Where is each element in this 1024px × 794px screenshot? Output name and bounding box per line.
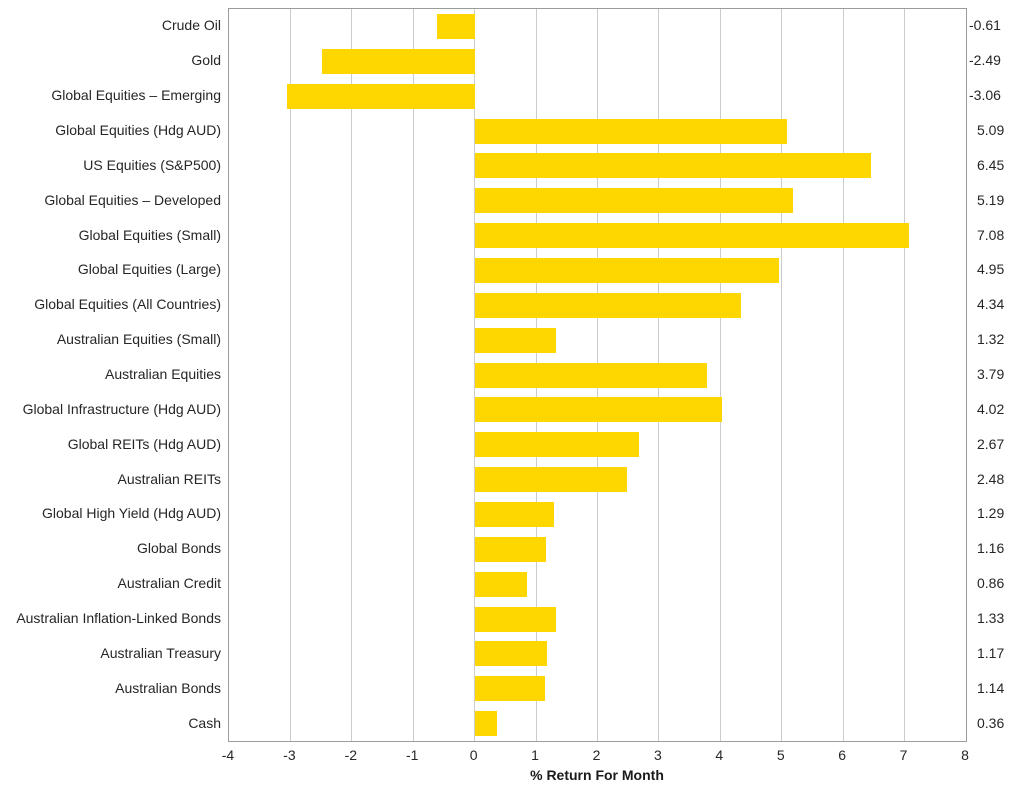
bar [474,362,708,388]
x-tick-label: 7 [899,747,908,763]
bar [474,188,794,214]
category-label: Australian Inflation-Linked Bonds [16,610,221,626]
bar [474,676,545,702]
value-label: 7.08 [977,226,1005,243]
category-label: Global Equities – Developed [44,191,221,208]
bar [437,13,475,39]
bar [474,397,722,423]
value-label: 1.29 [977,505,1005,522]
value-label: 2.48 [977,470,1005,487]
bar [474,501,554,527]
bar [474,606,557,632]
category-label: Global Equities (Large) [77,261,221,278]
bar [474,118,788,144]
category-label: Crude Oil [161,17,221,34]
bar [474,327,556,353]
gridline [904,9,906,741]
category-label: Global High Yield (Hdg AUD) [42,505,221,522]
gridline [719,9,721,741]
bar [474,432,639,458]
value-label: 1.16 [977,540,1005,557]
gridline [842,9,844,741]
category-label: Australian Equities [105,366,221,382]
gridline [412,9,414,741]
category-label: Australian REITs [117,470,221,487]
value-label: 5.09 [977,122,1005,138]
bar [474,153,871,179]
category-label: Global Bonds [136,540,221,557]
value-label: -2.49 [969,52,1001,69]
value-label: 6.45 [977,156,1005,173]
value-label: 1.32 [977,331,1005,348]
value-label: -0.61 [969,17,1001,34]
category-label: Global Equities (Hdg AUD) [55,122,221,138]
value-label: 0.36 [977,714,1005,731]
bar [474,641,547,667]
bar [286,83,475,109]
x-tick-label: 3 [654,747,662,763]
category-label: Australian Equities (Small) [56,331,221,348]
x-tick-label: 8 [961,747,969,763]
bar [474,571,528,597]
value-label: 3.79 [977,366,1005,382]
gridline [351,9,353,741]
x-tick-label: 2 [592,747,601,763]
x-tick-label: 1 [531,747,539,763]
value-label: 4.02 [977,400,1005,417]
value-label: 1.14 [977,679,1005,696]
x-tick-label: 6 [838,747,847,763]
x-tick-label: -1 [406,747,419,763]
category-label: Global Infrastructure (Hdg AUD) [22,400,221,417]
value-label: 4.34 [977,296,1005,313]
value-label: 2.67 [977,435,1005,452]
value-label: 0.86 [977,575,1005,592]
x-tick-label: 0 [469,747,478,763]
category-label: Australian Credit [117,575,222,592]
bar [474,711,497,737]
bar [474,467,627,493]
x-axis-title: % Return For Month [530,767,664,783]
category-label: US Equities (S&P500) [83,156,221,173]
value-label: -3.06 [969,87,1001,104]
x-tick-label: -2 [344,747,358,763]
value-label: 4.95 [977,261,1005,278]
value-label: 1.33 [977,610,1005,626]
x-tick-label: 4 [715,747,724,763]
category-label: Cash [188,714,221,731]
gridline [289,9,291,741]
category-label: Australian Bonds [115,679,221,696]
x-tick-label: -4 [221,747,235,763]
category-label: Global Equities (All Countries) [34,296,221,313]
value-label: 1.17 [977,644,1005,661]
bar [474,223,910,249]
value-label: 5.19 [977,191,1005,208]
bar [474,536,546,562]
x-tick-label: -3 [283,747,296,763]
gridline [781,9,783,741]
category-label: Australian Treasury [100,644,221,661]
bar [474,257,779,283]
plot-area [228,8,967,742]
category-label: Gold [191,52,221,69]
category-label: Global Equities (Small) [78,226,221,243]
bar [321,48,475,74]
category-label: Global REITs (Hdg AUD) [67,435,221,452]
bar [474,292,742,318]
category-label: Global Equities – Emerging [51,87,221,104]
x-tick-label: 5 [776,747,785,763]
